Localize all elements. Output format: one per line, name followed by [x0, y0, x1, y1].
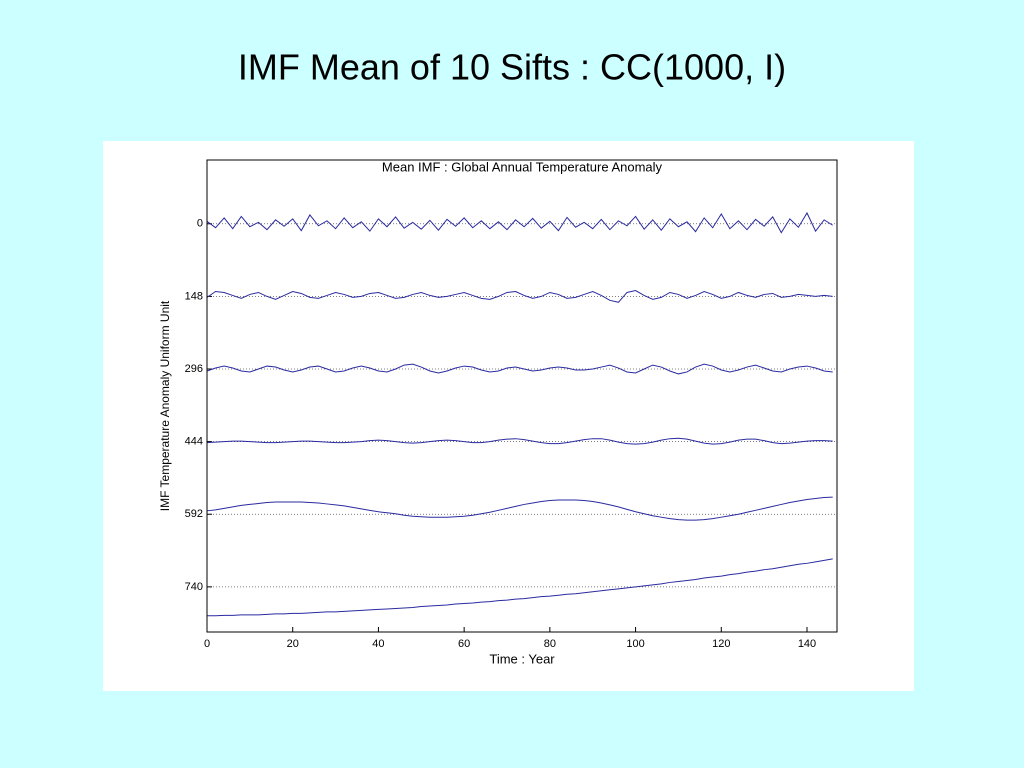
- chart-panel: [103, 141, 914, 691]
- y-tick-label: 592: [185, 508, 203, 520]
- x-tick-label: 140: [798, 638, 816, 650]
- x-tick-label: 0: [204, 638, 210, 650]
- x-tick-label: 80: [544, 638, 556, 650]
- y-tick-label: 740: [185, 581, 203, 593]
- series-line: [206, 496, 833, 521]
- x-tick-label: 100: [626, 638, 644, 650]
- x-tick-label: 20: [287, 638, 299, 650]
- y-tick-label: 296: [185, 363, 203, 375]
- series-line: [207, 558, 833, 617]
- y-tick-label: 148: [185, 290, 203, 302]
- y-axis-label: IMF Temperature Anomaly Uniform Unit: [158, 300, 172, 511]
- y-tick-label: 444: [185, 436, 203, 448]
- x-tick-label: 60: [458, 638, 470, 650]
- x-axis-label: Time : Year: [489, 651, 555, 666]
- x-tick-label: 40: [372, 638, 384, 650]
- series-line: [206, 363, 833, 375]
- series-line: [206, 211, 833, 234]
- series-line: [206, 437, 833, 445]
- y-tick-label: 0: [197, 218, 203, 230]
- x-tick-label: 120: [712, 638, 730, 650]
- series-line: [206, 289, 833, 303]
- slide-title: IMF Mean of 10 Sifts : CC(1000, I): [238, 47, 786, 88]
- chart-title: Mean IMF : Global Annual Temperature Ano…: [382, 159, 663, 174]
- plot-frame: [206, 159, 838, 633]
